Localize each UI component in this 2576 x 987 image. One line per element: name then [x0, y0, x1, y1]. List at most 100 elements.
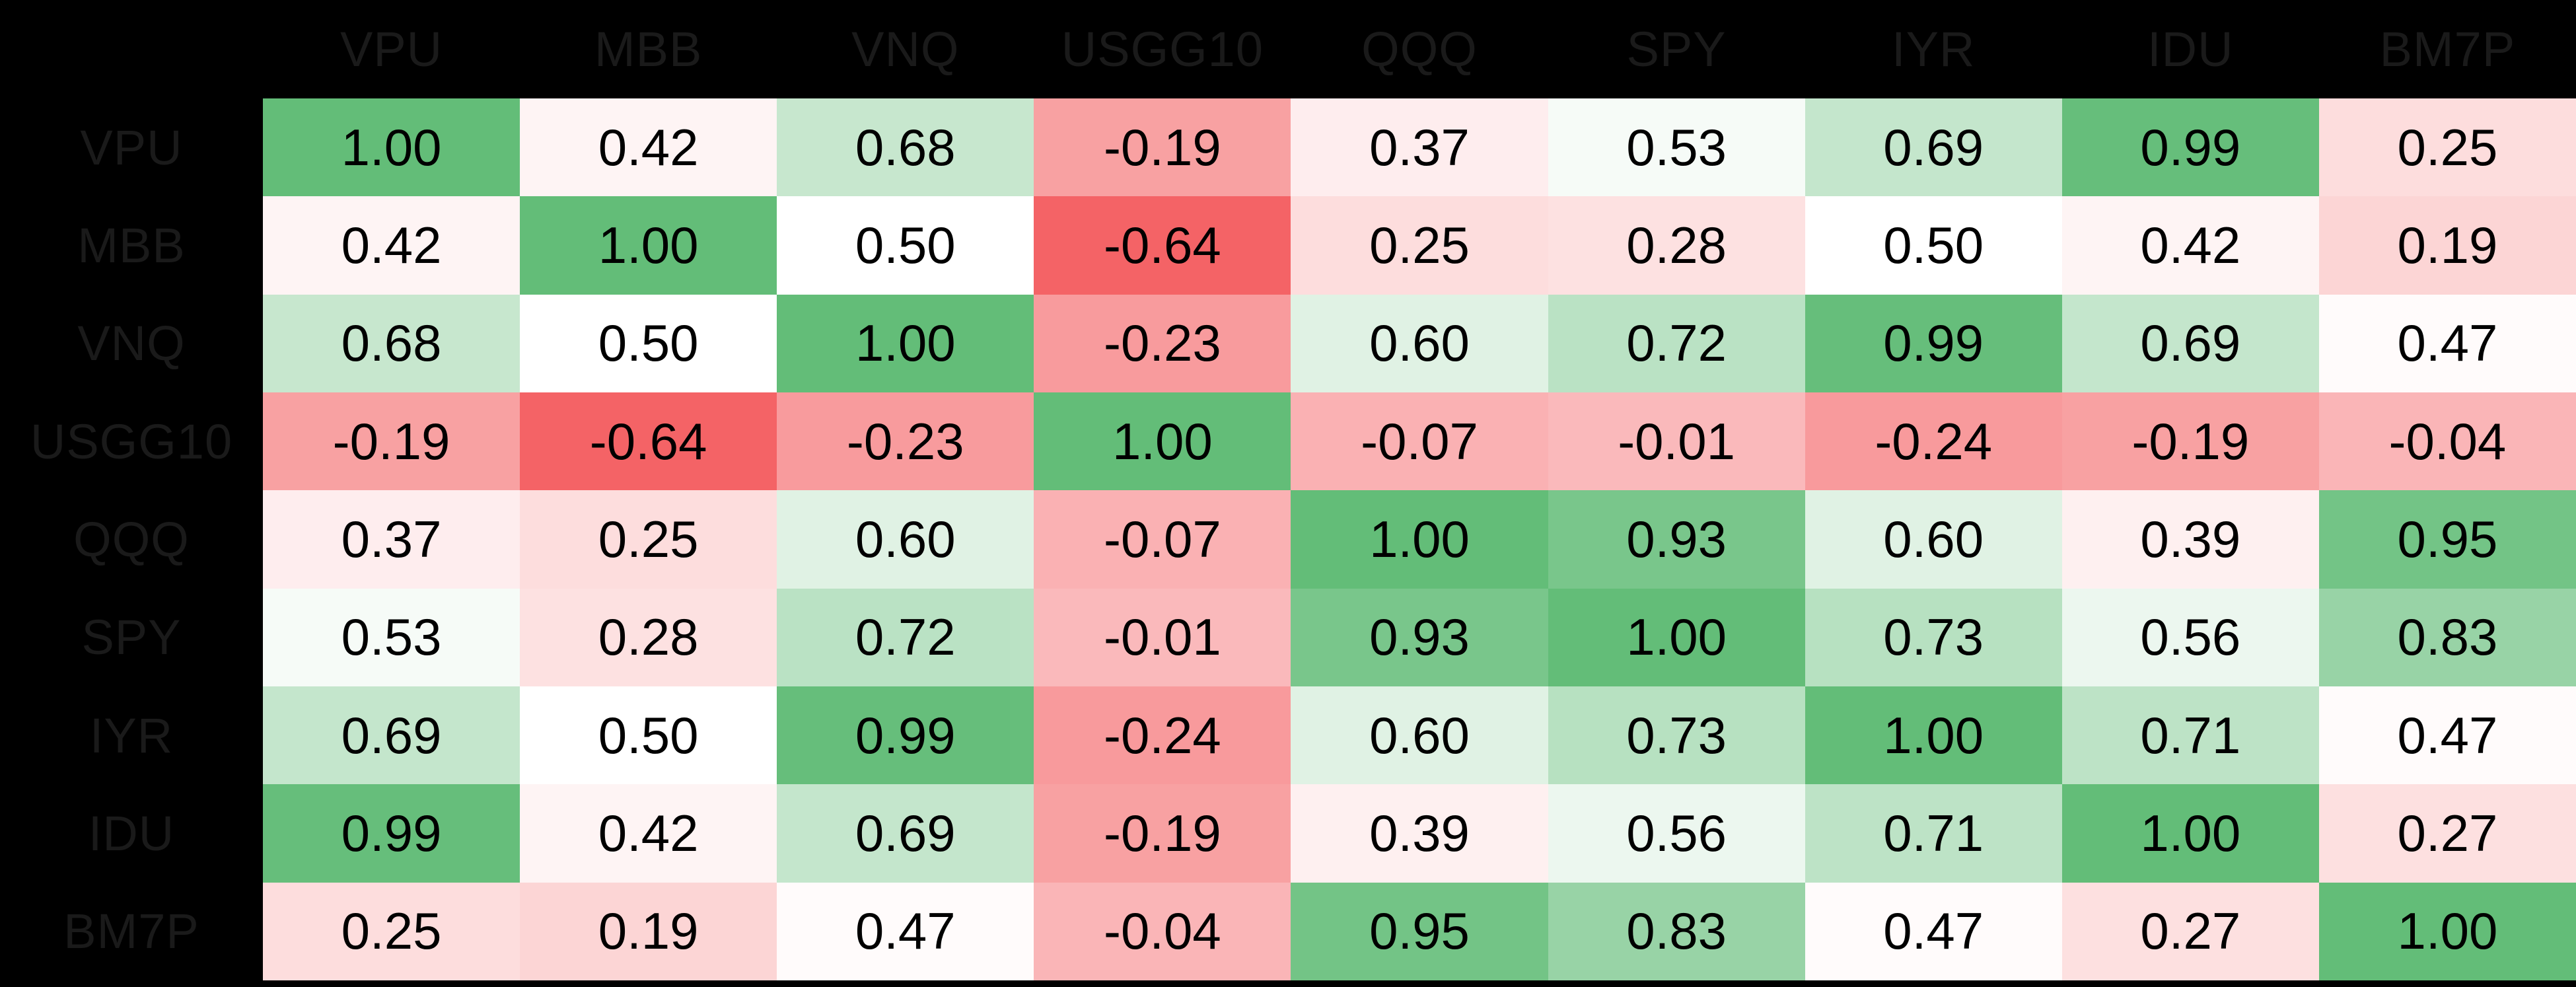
heatmap-cell-bm7p-idu: 0.27: [2061, 882, 2319, 980]
x-tick-label-mbb: MBB: [520, 0, 777, 98]
heatmap-cell-usgg10-bm7p: -0.04: [2318, 392, 2576, 491]
heatmap-cell-spy-idu: 0.56: [2061, 588, 2319, 686]
heatmap-cell-idu-idu: 1.00: [2061, 784, 2319, 883]
heatmap-cell-usgg10-usgg10: 1.00: [1034, 392, 1291, 491]
x-tick-label-iyr: IYR: [1805, 0, 2062, 98]
heatmap-cell-idu-iyr: 0.71: [1805, 784, 2062, 883]
heatmap-cell-mbb-idu: 0.42: [2061, 196, 2319, 295]
heatmap-cell-iyr-qqq: 0.60: [1291, 686, 1548, 785]
heatmap-cell-qqq-vnq: 0.60: [777, 490, 1034, 589]
heatmap-cell-vpu-vpu: 1.00: [263, 98, 520, 197]
heatmap-cell-vpu-qqq: 0.37: [1291, 98, 1548, 197]
heatmap-cell-qqq-mbb: 0.25: [520, 490, 777, 589]
heatmap-cell-usgg10-vnq: -0.23: [777, 392, 1034, 491]
heatmap-cell-idu-mbb: 0.42: [520, 784, 777, 883]
y-tick-label-usgg10: USGG10: [0, 392, 263, 491]
y-tick-label-mbb: MBB: [0, 196, 263, 295]
heatmap-cell-spy-iyr: 0.73: [1805, 588, 2062, 686]
heatmap-cell-usgg10-mbb: -0.64: [520, 392, 777, 491]
heatmap-cell-idu-vpu: 0.99: [263, 784, 520, 883]
heatmap-cell-qqq-qqq: 1.00: [1291, 490, 1548, 589]
heatmap-cell-bm7p-iyr: 0.47: [1805, 882, 2062, 980]
heatmap-cell-iyr-spy: 0.73: [1548, 686, 1805, 785]
heatmap-cell-spy-vnq: 0.72: [777, 588, 1034, 686]
x-tick-label-vnq: VNQ: [777, 0, 1034, 98]
heatmap-cell-bm7p-spy: 0.83: [1548, 882, 1805, 980]
heatmap-cell-vnq-vnq: 1.00: [777, 294, 1034, 392]
heatmap-cell-usgg10-idu: -0.19: [2061, 392, 2319, 491]
heatmap-cell-vpu-bm7p: 0.25: [2318, 98, 2576, 197]
x-tick-label-spy: SPY: [1548, 0, 1805, 98]
heatmap-cell-vnq-spy: 0.72: [1548, 294, 1805, 392]
y-tick-label-iyr: IYR: [0, 686, 263, 785]
heatmap-cell-idu-spy: 0.56: [1548, 784, 1805, 883]
heatmap-cell-spy-spy: 1.00: [1548, 588, 1805, 686]
heatmap-cell-vnq-idu: 0.69: [2061, 294, 2319, 392]
heatmap-cell-iyr-iyr: 1.00: [1805, 686, 2062, 785]
axes-corner-spacer: [0, 0, 263, 98]
heatmap-cell-mbb-vpu: 0.42: [263, 196, 520, 295]
heatmap-cell-iyr-usgg10: -0.24: [1034, 686, 1291, 785]
heatmap-cell-vnq-iyr: 0.99: [1805, 294, 2062, 392]
heatmap-cell-iyr-vpu: 0.69: [263, 686, 520, 785]
heatmap-cell-vpu-idu: 0.99: [2061, 98, 2319, 197]
heatmap-cell-vpu-iyr: 0.69: [1805, 98, 2062, 197]
y-tick-label-bm7p: BM7P: [0, 882, 263, 980]
y-tick-label-spy: SPY: [0, 588, 263, 686]
heatmap-cell-bm7p-usgg10: -0.04: [1034, 882, 1291, 980]
y-tick-label-vpu: VPU: [0, 98, 263, 197]
heatmap-cell-iyr-vnq: 0.99: [777, 686, 1034, 785]
heatmap-cell-vpu-usgg10: -0.19: [1034, 98, 1291, 197]
heatmap-cell-bm7p-vnq: 0.47: [777, 882, 1034, 980]
heatmap-cell-qqq-vpu: 0.37: [263, 490, 520, 589]
heatmap-cell-spy-mbb: 0.28: [520, 588, 777, 686]
heatmap-cell-idu-bm7p: 0.27: [2318, 784, 2576, 883]
y-tick-label-qqq: QQQ: [0, 490, 263, 589]
heatmap-cell-bm7p-vpu: 0.25: [263, 882, 520, 980]
heatmap-cell-qqq-spy: 0.93: [1548, 490, 1805, 589]
heatmap-cell-spy-qqq: 0.93: [1291, 588, 1548, 686]
x-tick-label-vpu: VPU: [263, 0, 520, 98]
heatmap-cell-mbb-qqq: 0.25: [1291, 196, 1548, 295]
heatmap-cell-vpu-spy: 0.53: [1548, 98, 1805, 197]
heatmap-cell-qqq-iyr: 0.60: [1805, 490, 2062, 589]
heatmap-cell-qqq-idu: 0.39: [2061, 490, 2319, 589]
heatmap-cell-qqq-bm7p: 0.95: [2318, 490, 2576, 589]
heatmap-cell-mbb-bm7p: 0.19: [2318, 196, 2576, 295]
heatmap-cell-iyr-bm7p: 0.47: [2318, 686, 2576, 785]
heatmap-cell-spy-usgg10: -0.01: [1034, 588, 1291, 686]
heatmap-cell-mbb-usgg10: -0.64: [1034, 196, 1291, 295]
x-tick-label-idu: IDU: [2061, 0, 2319, 98]
heatmap-cell-vnq-bm7p: 0.47: [2318, 294, 2576, 392]
heatmap-cell-mbb-mbb: 1.00: [520, 196, 777, 295]
heatmap-cell-usgg10-iyr: -0.24: [1805, 392, 2062, 491]
heatmap-cell-usgg10-qqq: -0.07: [1291, 392, 1548, 491]
heatmap-cell-mbb-vnq: 0.50: [777, 196, 1034, 295]
heatmap-cell-iyr-mbb: 0.50: [520, 686, 777, 785]
x-tick-label-bm7p: BM7P: [2318, 0, 2576, 98]
heatmap-cell-spy-bm7p: 0.83: [2318, 588, 2576, 686]
heatmap-cell-mbb-spy: 0.28: [1548, 196, 1805, 295]
heatmap-cell-vnq-usgg10: -0.23: [1034, 294, 1291, 392]
heatmap-cell-spy-vpu: 0.53: [263, 588, 520, 686]
heatmap-cell-idu-vnq: 0.69: [777, 784, 1034, 883]
heatmap-cell-bm7p-qqq: 0.95: [1291, 882, 1548, 980]
heatmap-cell-vnq-qqq: 0.60: [1291, 294, 1548, 392]
y-tick-label-vnq: VNQ: [0, 294, 263, 392]
heatmap-cell-vpu-mbb: 0.42: [520, 98, 777, 197]
x-tick-label-usgg10: USGG10: [1034, 0, 1291, 98]
heatmap-cell-iyr-idu: 0.71: [2061, 686, 2319, 785]
heatmap-cell-qqq-usgg10: -0.07: [1034, 490, 1291, 589]
heatmap-cell-bm7p-mbb: 0.19: [520, 882, 777, 980]
x-tick-label-qqq: QQQ: [1291, 0, 1548, 98]
y-tick-label-idu: IDU: [0, 784, 263, 883]
heatmap-cell-idu-qqq: 0.39: [1291, 784, 1548, 883]
heatmap-cell-mbb-iyr: 0.50: [1805, 196, 2062, 295]
heatmap-cell-usgg10-spy: -0.01: [1548, 392, 1805, 491]
heatmap-cell-bm7p-bm7p: 1.00: [2318, 882, 2576, 980]
heatmap-cell-usgg10-vpu: -0.19: [263, 392, 520, 491]
heatmap-cell-idu-usgg10: -0.19: [1034, 784, 1291, 883]
heatmap-cell-vnq-mbb: 0.50: [520, 294, 777, 392]
heatmap-cell-vnq-vpu: 0.68: [263, 294, 520, 392]
